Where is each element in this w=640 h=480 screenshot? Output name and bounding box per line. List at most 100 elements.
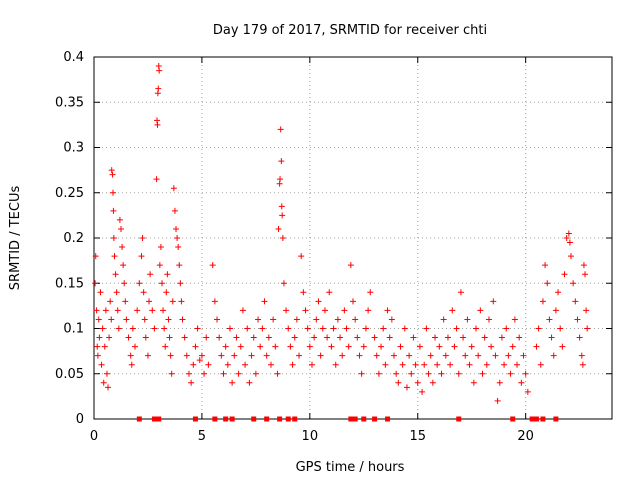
data-point bbox=[391, 352, 398, 359]
data-point bbox=[388, 316, 395, 323]
data-point bbox=[163, 289, 170, 296]
data-point bbox=[395, 379, 402, 386]
data-point bbox=[488, 343, 495, 350]
data-point bbox=[188, 379, 195, 386]
data-point bbox=[116, 216, 123, 223]
x-tick-label: 10 bbox=[302, 429, 319, 444]
data-point bbox=[544, 280, 551, 287]
data-point bbox=[157, 244, 164, 251]
data-point bbox=[174, 235, 181, 241]
data-point bbox=[108, 316, 115, 323]
data-point bbox=[570, 280, 577, 287]
data-point bbox=[561, 271, 568, 278]
data-point bbox=[371, 334, 378, 341]
data-point bbox=[112, 271, 119, 278]
data-point bbox=[139, 235, 146, 241]
data-point bbox=[175, 244, 182, 251]
baseline-marker bbox=[348, 416, 354, 422]
data-point bbox=[380, 325, 387, 332]
data-point bbox=[397, 343, 404, 350]
data-point bbox=[171, 207, 178, 214]
data-point bbox=[144, 352, 151, 359]
data-point bbox=[566, 239, 573, 246]
data-point bbox=[386, 334, 393, 341]
data-point bbox=[198, 352, 205, 359]
data-point bbox=[160, 307, 167, 314]
baseline-marker bbox=[277, 416, 283, 422]
data-point bbox=[455, 370, 462, 377]
data-point bbox=[106, 334, 113, 341]
data-point bbox=[578, 352, 585, 359]
data-point bbox=[149, 307, 156, 314]
y-tick-label: 0 bbox=[76, 412, 84, 427]
data-point bbox=[105, 384, 112, 391]
data-point bbox=[270, 316, 277, 323]
data-point bbox=[95, 316, 102, 323]
data-point bbox=[378, 343, 385, 350]
data-point bbox=[537, 361, 544, 368]
data-point bbox=[384, 307, 391, 314]
baseline-marker bbox=[223, 416, 229, 422]
data-point bbox=[470, 379, 477, 386]
baseline-marker bbox=[212, 416, 218, 422]
y-tick-label: 0.1 bbox=[63, 322, 84, 337]
baseline-marker bbox=[372, 416, 378, 422]
data-point bbox=[183, 352, 190, 359]
data-point bbox=[315, 298, 322, 305]
y-tick-label: 0.35 bbox=[55, 95, 84, 110]
data-point bbox=[442, 352, 449, 359]
data-point bbox=[518, 379, 525, 386]
data-point bbox=[166, 334, 173, 341]
data-point bbox=[99, 325, 106, 332]
data-point bbox=[255, 316, 262, 323]
data-point bbox=[524, 388, 531, 395]
data-point bbox=[220, 370, 227, 377]
data-point bbox=[92, 253, 99, 260]
data-point bbox=[345, 343, 352, 350]
data-point bbox=[283, 307, 290, 314]
data-point bbox=[317, 352, 324, 359]
data-point bbox=[229, 379, 236, 386]
data-point bbox=[507, 370, 514, 377]
data-point bbox=[362, 325, 369, 332]
x-axis-label: GPS time / hours bbox=[296, 460, 405, 475]
data-point bbox=[403, 384, 410, 391]
data-point bbox=[94, 343, 101, 350]
x-tick-label: 0 bbox=[90, 429, 98, 444]
data-point bbox=[140, 289, 147, 296]
data-point bbox=[423, 325, 430, 332]
data-point bbox=[192, 343, 199, 350]
data-point bbox=[111, 253, 118, 260]
data-point bbox=[151, 325, 158, 332]
data-point bbox=[246, 379, 253, 386]
data-point bbox=[110, 235, 117, 241]
data-point bbox=[176, 262, 183, 269]
data-point bbox=[168, 370, 175, 377]
data-point bbox=[141, 316, 148, 323]
data-point bbox=[98, 361, 105, 368]
data-point bbox=[542, 262, 549, 269]
data-point bbox=[173, 225, 180, 232]
data-point bbox=[146, 298, 153, 305]
x-tick-label: 20 bbox=[517, 429, 534, 444]
data-point bbox=[509, 343, 516, 350]
data-point bbox=[167, 352, 174, 359]
data-point bbox=[319, 325, 326, 332]
data-point bbox=[216, 334, 223, 341]
data-point bbox=[416, 343, 423, 350]
data-point bbox=[399, 361, 406, 368]
data-point bbox=[237, 343, 244, 350]
data-point bbox=[110, 207, 117, 214]
data-point bbox=[226, 325, 233, 332]
data-point bbox=[572, 298, 579, 305]
data-point bbox=[274, 370, 281, 377]
data-point bbox=[178, 298, 185, 305]
data-point bbox=[412, 361, 419, 368]
data-point bbox=[101, 343, 108, 350]
data-point bbox=[287, 343, 294, 350]
data-point bbox=[185, 370, 192, 377]
data-point bbox=[406, 352, 413, 359]
data-point bbox=[279, 235, 286, 241]
data-point bbox=[429, 379, 436, 386]
data-point bbox=[321, 307, 328, 314]
